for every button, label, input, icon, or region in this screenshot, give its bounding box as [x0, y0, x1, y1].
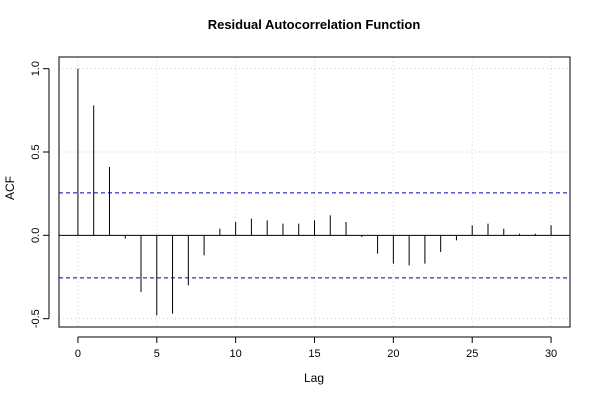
confidence-bounds	[59, 192, 570, 279]
chart-title: Residual Autocorrelation Function	[208, 17, 421, 32]
y-tick-label: 1.0	[30, 61, 42, 76]
y-axis: -0.5 0.0 0.5 1.0	[30, 61, 50, 328]
grid	[59, 57, 570, 327]
y-axis-label: ACF	[3, 176, 17, 200]
x-axis-label: Lag	[304, 371, 324, 385]
y-tick-label: 0.0	[30, 228, 42, 243]
y-tick-label: -0.5	[30, 309, 42, 328]
plot-frame	[58, 56, 571, 328]
x-tick-label: 0	[75, 348, 81, 360]
x-tick-label: 5	[154, 348, 160, 360]
x-axis: 0 5 10 15 20 25 30	[75, 336, 557, 360]
x-tick-label: 20	[387, 348, 399, 360]
y-tick-label: 0.5	[30, 144, 42, 159]
x-tick-label: 25	[466, 348, 478, 360]
x-tick-label: 15	[308, 348, 320, 360]
x-tick-label: 30	[545, 348, 557, 360]
x-tick-label: 10	[230, 348, 242, 360]
acf-bars	[77, 68, 552, 316]
